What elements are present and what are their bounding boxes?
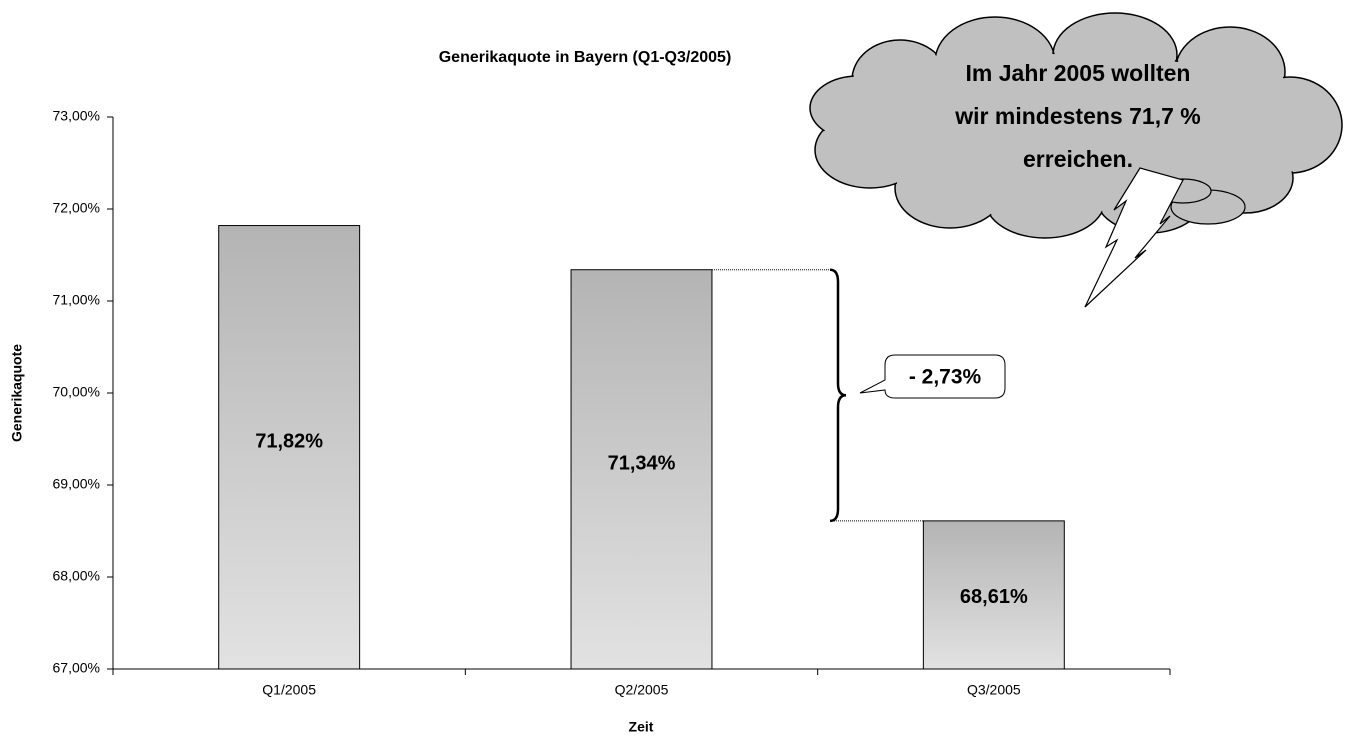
y-axis-label: Generikaquote bbox=[9, 344, 25, 442]
cloud-text: wir mindestens 71,7 % bbox=[954, 103, 1200, 129]
difference-label: - 2,73% bbox=[909, 366, 982, 389]
y-tick-label: 68,00% bbox=[53, 568, 100, 584]
y-tick-label: 70,00% bbox=[53, 384, 100, 400]
chart-title: Generikaquote in Bayern (Q1-Q3/2005) bbox=[439, 49, 732, 66]
y-tick-label: 72,00% bbox=[53, 200, 100, 216]
value-label: 71,82% bbox=[255, 431, 323, 453]
y-tick-label: 69,00% bbox=[53, 476, 100, 492]
brace bbox=[830, 270, 846, 521]
value-label: 68,61% bbox=[960, 586, 1028, 608]
y-tick-label: 67,00% bbox=[53, 660, 100, 676]
y-tick-label: 73,00% bbox=[53, 108, 100, 124]
x-tick-label: Q2/2005 bbox=[615, 682, 669, 698]
x-tick-label: Q1/2005 bbox=[262, 682, 316, 698]
cloud-text: erreichen. bbox=[1023, 146, 1133, 172]
value-label: 71,34% bbox=[608, 453, 676, 475]
chart: Generikaquote in Bayern (Q1-Q3/2005) Zei… bbox=[0, 0, 1348, 736]
y-tick-label: 71,00% bbox=[53, 292, 100, 308]
x-tick-label: Q3/2005 bbox=[967, 682, 1021, 698]
cloud-text: Im Jahr 2005 wollten bbox=[966, 60, 1191, 86]
x-axis-label: Zeit bbox=[629, 719, 654, 735]
